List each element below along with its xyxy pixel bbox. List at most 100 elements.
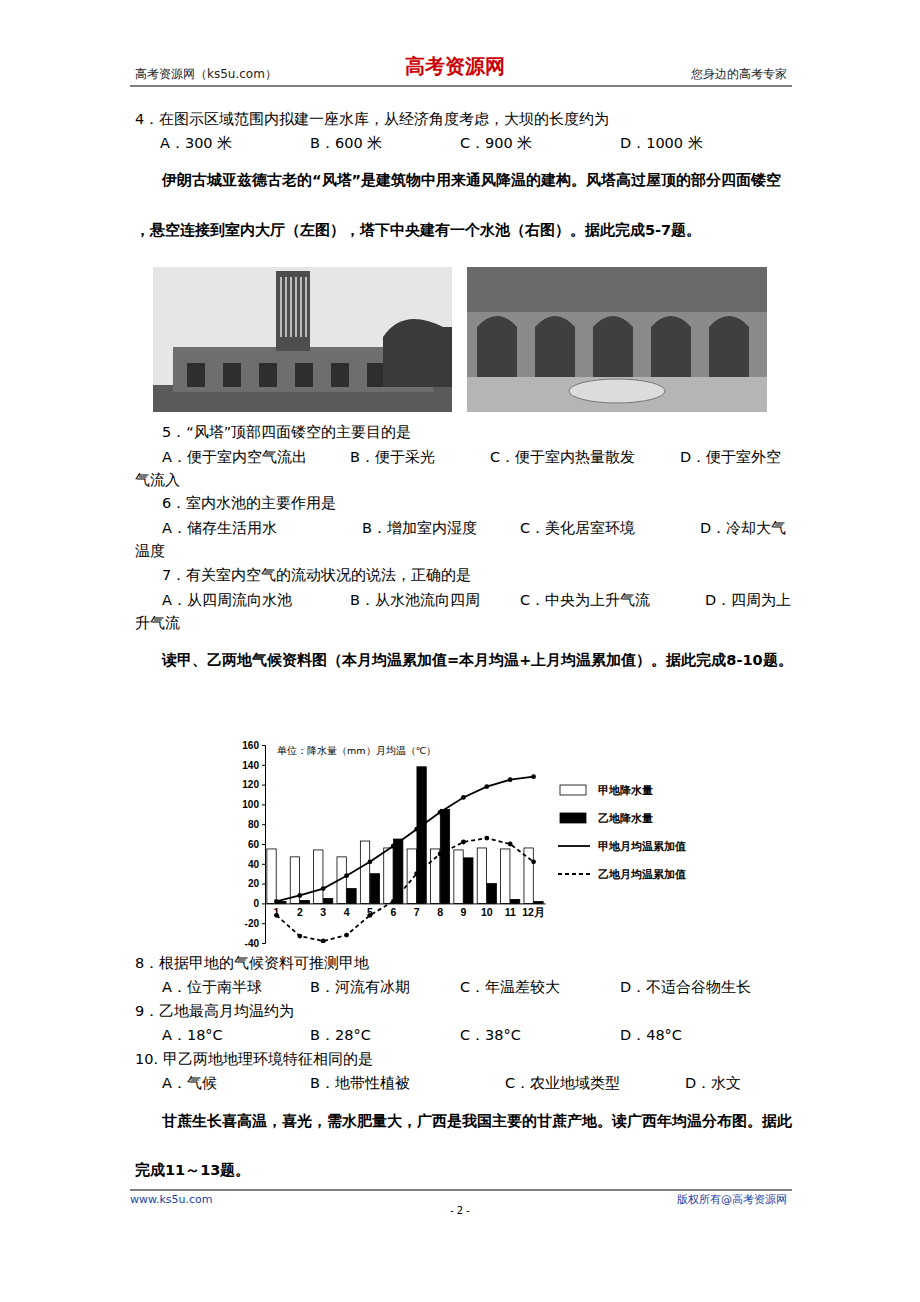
point [391, 899, 396, 904]
y-axis: -40-20020406080100120140160 [242, 740, 265, 949]
option: C．900 米 [460, 135, 532, 151]
legend-swatch [560, 785, 586, 795]
option: B．从水池流向四周 [350, 592, 480, 608]
option: 升气流 [135, 615, 180, 631]
question-stem: 9．乙地最高月均温约为 [135, 1003, 294, 1019]
passage: ，悬空连接到室内大厅（左图），塔下中央建有一个水池（右图）。据此完成5-7题。 [135, 221, 701, 238]
legend-label: 乙地降水量 [598, 812, 653, 824]
question-stem: 8．根据甲地的气候资料可推测甲地 [135, 955, 369, 971]
x-tick: 8 [437, 903, 443, 917]
legend-item: 甲地月均温累加值 [558, 840, 686, 852]
x-tick: 10 [481, 903, 493, 917]
photo-right [467, 267, 767, 412]
y-tick-mark [262, 884, 265, 885]
option: D．1000 米 [620, 135, 703, 151]
question-stem: 4．在图示区域范围内拟建一座水库，从经济角度考虑，大坝的长度约为 [135, 111, 609, 127]
chart: -40-200204060801001201401601234567891011… [242, 740, 686, 949]
photo-tree [383, 319, 452, 387]
point [344, 873, 349, 878]
option: A．储存生活用水 [162, 520, 277, 536]
bar [267, 849, 276, 903]
photo-tower-slot [305, 277, 307, 337]
x-tick-label: 2 [297, 906, 303, 918]
passage: 甘蔗生长喜高温，喜光，需水肥量大，广西是我国主要的甘蔗产地。读广西年均温分布图。… [161, 1112, 793, 1129]
legend-line [558, 845, 590, 847]
option: C．中央为上升气流 [520, 592, 650, 608]
question-stem: 6．室内水池的主要作用是 [162, 495, 336, 511]
bar [394, 839, 403, 903]
option: A．位于南半球 [162, 979, 262, 995]
option: C．年温差较大 [460, 979, 560, 995]
x-tick-label: 7 [414, 906, 420, 918]
y-tick-mark [262, 745, 265, 746]
point [484, 784, 489, 789]
x-tick-label: 3 [320, 906, 326, 918]
option: A．18°C [162, 1027, 223, 1043]
option: B．28°C [310, 1027, 371, 1043]
passage: 伊朗古城亚兹德古老的“风塔”是建筑物中用来通风降温的建构。风塔高过屋顶的部分四面… [161, 171, 781, 188]
bar [487, 884, 496, 904]
x-tick-label: 10 [481, 906, 493, 918]
photo-tower-slot [295, 277, 297, 337]
y-tick-mark [262, 785, 265, 786]
x-axis-line [266, 903, 546, 904]
option: A．从四周流向水池 [162, 592, 292, 608]
option: D．四周为上 [705, 592, 791, 608]
point [274, 899, 279, 904]
photo-window [331, 363, 349, 387]
y-tick: -40 [245, 938, 265, 949]
y-axis-line [262, 746, 266, 944]
point [461, 840, 466, 845]
photo-tower [276, 271, 310, 351]
y-tick-mark [262, 804, 265, 805]
y-tick: 120 [242, 779, 265, 790]
point [438, 810, 443, 815]
legend: 甲地降水量乙地降水量甲地月均温累加值乙地月均温累加值 [558, 784, 686, 880]
bar [510, 899, 519, 903]
bar [384, 848, 393, 903]
legend-label: 甲地降水量 [598, 784, 653, 796]
point [321, 886, 326, 891]
marks [267, 767, 543, 943]
bar [417, 767, 426, 904]
photo-window [295, 363, 313, 387]
y-tick-label: 80 [248, 819, 260, 830]
photo-floor [467, 377, 767, 412]
bar [347, 889, 356, 904]
x-tick: 9 [461, 903, 467, 917]
x-tick-label: 4 [344, 906, 350, 918]
legend-item: 甲地降水量 [560, 784, 653, 796]
point [391, 844, 396, 849]
option: B．河流有冰期 [310, 979, 410, 995]
y-tick: 40 [248, 859, 265, 870]
x-tick: 6 [390, 903, 396, 917]
y-tick: 160 [242, 740, 265, 751]
line [276, 838, 533, 941]
y-tick-mark [262, 864, 265, 865]
x-tick-label: 6 [390, 906, 396, 918]
question-stem: 10. 甲乙两地地理环境特征相同的是 [135, 1051, 373, 1067]
y-tick-label: 20 [248, 878, 260, 889]
option: C．便于室内热量散发 [490, 449, 635, 465]
photo-arch [477, 316, 517, 377]
x-tick: 5 [367, 903, 373, 917]
bar [501, 849, 510, 903]
option: D．水文 [685, 1075, 741, 1091]
photo-tower-slot [280, 277, 282, 337]
option: A．气候 [162, 1075, 217, 1091]
option: 气流入 [135, 472, 180, 488]
point [484, 836, 489, 841]
footer-right: 版权所有@高考资源网 [677, 1193, 787, 1206]
y-tick: -20 [245, 918, 265, 929]
photo-window [187, 363, 205, 387]
legend-item: 乙地月均温累加值 [558, 868, 686, 880]
y-tick-label: 160 [242, 740, 259, 751]
line [276, 777, 533, 902]
photo-left [153, 267, 452, 412]
point [414, 827, 419, 832]
header-logo: 高考资源网 [405, 54, 505, 78]
y-tick-mark [262, 824, 265, 825]
x-tick: 2 [297, 903, 303, 917]
page: 高考资源网（ks5u.com）高考资源网您身边的高考专家4．在图示区域范围内拟建… [0, 0, 920, 1302]
option: D．便于室外空 [680, 449, 781, 465]
